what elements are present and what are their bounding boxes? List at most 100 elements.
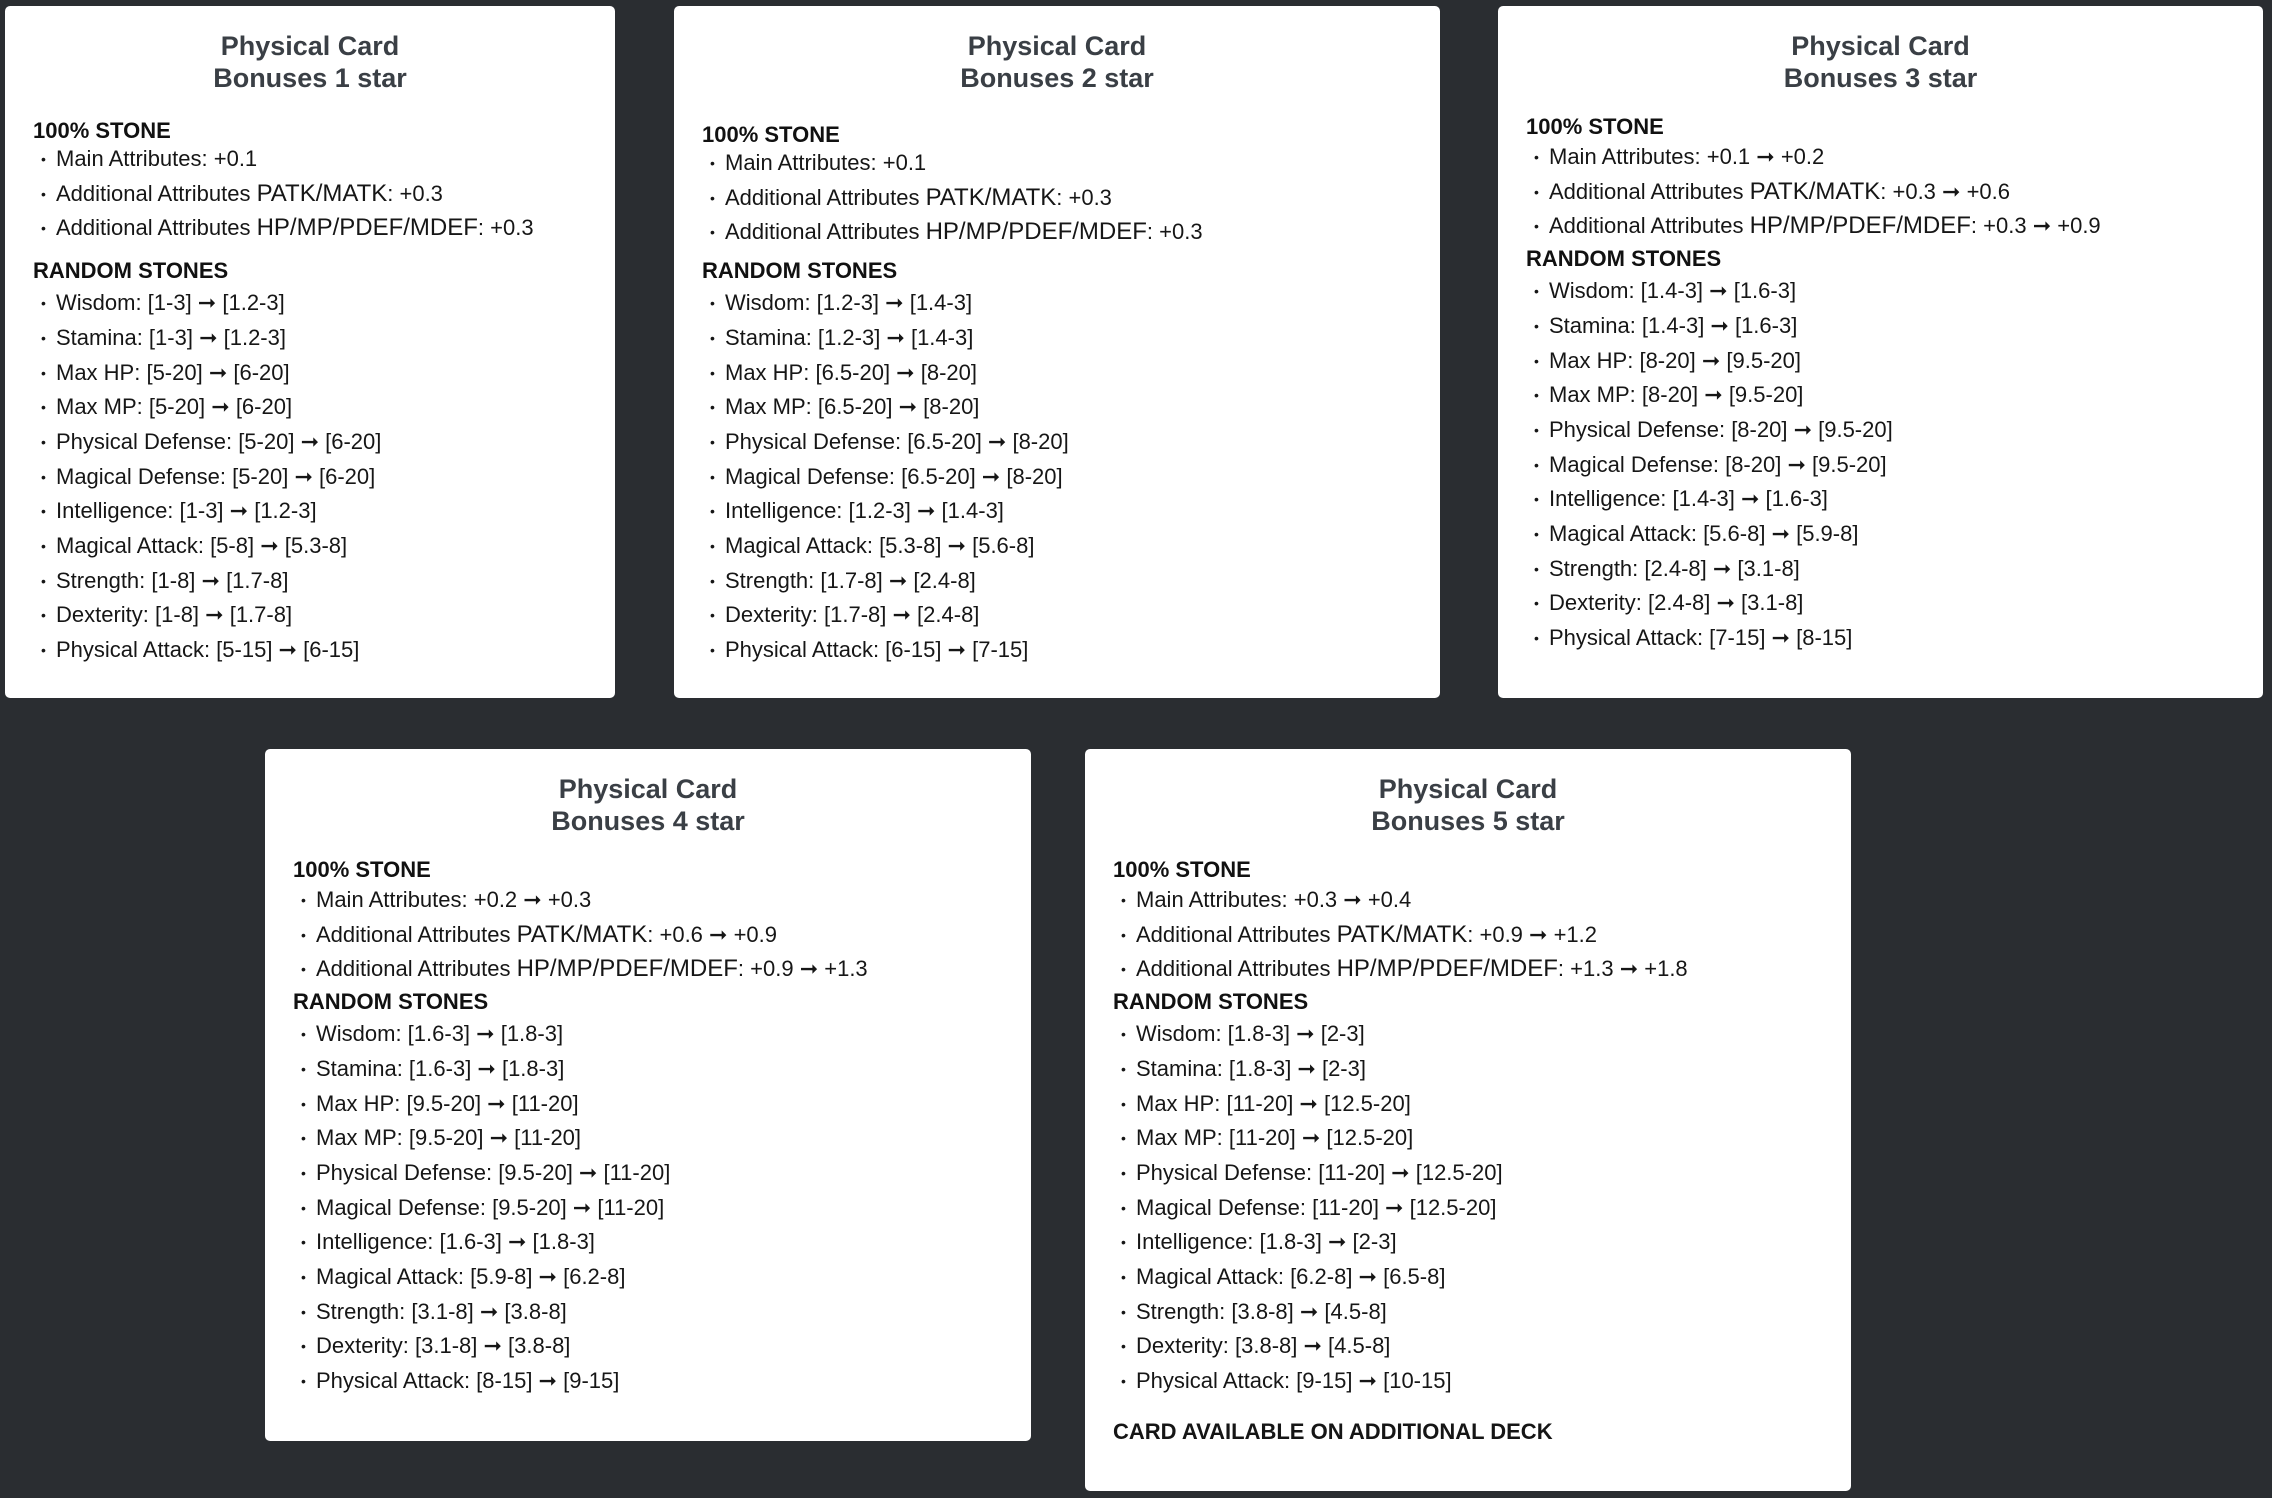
card-1-star: Physical Card Bonuses 1 star 100% STONE … [5, 6, 615, 698]
random-stone-item: Physical Defense: [11-20] ➞ [12.5-20] [1113, 1156, 1851, 1191]
footer-note: CARD AVAILABLE ON ADDITIONAL DECK [1113, 1418, 1553, 1444]
random-stone-item: Strength: [2.4-8] ➞ [3.1-8] [1526, 552, 2263, 587]
stone-item-value: : +0.3 ➞ +0.6 [1880, 178, 2011, 204]
random-stone-item: Max HP: [5-20] ➞ [6-20] [33, 356, 615, 391]
stone-item: Main Attributes: +0.3 ➞ +0.4 [1113, 883, 1851, 918]
random-stone-item: Intelligence: [1.8-3] ➞ [2-3] [1113, 1225, 1851, 1260]
card-title-line1: Physical Card [967, 31, 1147, 61]
stone-item-value: : +0.9 ➞ +1.3 [737, 956, 868, 982]
stone-item: Additional Attributes PATK/MATK: +0.3 ➞ … [1526, 175, 2263, 210]
random-heading: RANDOM STONES [293, 989, 489, 1015]
random-stone-item: Dexterity: [1.7-8] ➞ [2.4-8] [702, 598, 1440, 633]
card-3-star: Physical Card Bonuses 3 star 100% STONE … [1498, 6, 2263, 698]
card-title: Physical Card Bonuses 1 star [5, 6, 615, 94]
random-stone-item: Dexterity: [3.8-8] ➞ [4.5-8] [1113, 1329, 1851, 1364]
random-stone-item: Max MP: [8-20] ➞ [9.5-20] [1526, 378, 2263, 413]
random-stone-item: Physical Attack: [9-15] ➞ [10-15] [1113, 1364, 1851, 1399]
random-stone-item: Wisdom: [1.2-3] ➞ [1.4-3] [702, 286, 1440, 321]
random-stone-item: Max MP: [6.5-20] ➞ [8-20] [702, 390, 1440, 425]
card-title: Physical Card Bonuses 5 star [1085, 749, 1851, 837]
random-stone-item: Stamina: [1.8-3] ➞ [2-3] [1113, 1052, 1851, 1087]
stone-item-attributes: HP/MP/PDEF/MDEF [1336, 955, 1558, 983]
card-title: Physical Card Bonuses 3 star [1498, 6, 2263, 94]
stone-item-value: : +0.9 ➞ +1.2 [1467, 921, 1598, 947]
random-stone-item: Magical Defense: [6.5-20] ➞ [8-20] [702, 460, 1440, 495]
random-stone-item: Max MP: [5-20] ➞ [6-20] [33, 390, 615, 425]
card-title-line2: Bonuses 2 star [960, 63, 1154, 93]
random-stone-item: Magical Defense: [8-20] ➞ [9.5-20] [1526, 448, 2263, 483]
stone-item-attributes: HP/MP/PDEF/MDEF [516, 955, 738, 983]
random-list: Wisdom: [1.4-3] ➞ [1.6-3]Stamina: [1.4-3… [1526, 274, 2263, 656]
random-stone-item: Max HP: [9.5-20] ➞ [11-20] [293, 1087, 1031, 1122]
random-list: Wisdom: [1.8-3] ➞ [2-3]Stamina: [1.8-3] … [1113, 1017, 1851, 1399]
random-stone-item: Physical Defense: [9.5-20] ➞ [11-20] [293, 1156, 1031, 1191]
stone-list: Main Attributes: +0.2 ➞ +0.3Additional A… [293, 883, 1031, 987]
stone-item: Additional Attributes PATK/MATK: +0.3 [33, 177, 615, 212]
card-title: Physical Card Bonuses 4 star [265, 749, 1031, 837]
random-stone-item: Strength: [3.1-8] ➞ [3.8-8] [293, 1295, 1031, 1330]
stone-item-attributes: HP/MP/PDEF/MDEF [1749, 212, 1971, 240]
random-stone-item: Stamina: [1.6-3] ➞ [1.8-3] [293, 1052, 1031, 1087]
stone-item-attributes: PATK/MATK [925, 183, 1057, 211]
stone-heading: 100% STONE [293, 857, 431, 882]
random-stone-item: Max MP: [11-20] ➞ [12.5-20] [1113, 1121, 1851, 1156]
card-4-star: Physical Card Bonuses 4 star 100% STONE … [265, 749, 1031, 1441]
stone-item-prefix: Additional Attributes [1549, 213, 1750, 239]
random-stone-item: Magical Attack: [5-8] ➞ [5.3-8] [33, 529, 615, 564]
stone-item-prefix: Additional Attributes [56, 180, 257, 206]
random-stone-item: Max HP: [11-20] ➞ [12.5-20] [1113, 1087, 1851, 1122]
random-stone-item: Dexterity: [1-8] ➞ [1.7-8] [33, 598, 615, 633]
random-stone-item: Magical Attack: [6.2-8] ➞ [6.5-8] [1113, 1260, 1851, 1295]
stone-item-prefix: Additional Attributes [1549, 178, 1750, 204]
card-title-line1: Physical Card [558, 774, 738, 804]
random-stone-item: Intelligence: [1.2-3] ➞ [1.4-3] [702, 494, 1440, 529]
stone-item: Main Attributes: +0.1 ➞ +0.2 [1526, 140, 2263, 175]
random-stone-item: Strength: [3.8-8] ➞ [4.5-8] [1113, 1295, 1851, 1330]
random-stone-item: Dexterity: [2.4-8] ➞ [3.1-8] [1526, 586, 2263, 621]
stone-item-attributes: PATK/MATK [1336, 920, 1468, 948]
stone-item-value: : +0.3 [1056, 184, 1112, 210]
stone-item: Main Attributes: +0.1 [702, 146, 1440, 181]
random-stone-item: Physical Attack: [5-15] ➞ [6-15] [33, 633, 615, 668]
stone-item-value: : +0.3 [477, 215, 534, 241]
stone-item-value: : +1.3 ➞ +1.8 [1557, 956, 1688, 982]
random-heading: RANDOM STONES [1113, 989, 1309, 1015]
stone-list: Main Attributes: +0.1 ➞ +0.2Additional A… [1526, 140, 2263, 244]
random-heading: RANDOM STONES [702, 258, 898, 284]
random-stone-item: Magical Defense: [9.5-20] ➞ [11-20] [293, 1191, 1031, 1226]
stone-item-prefix: Additional Attributes [56, 215, 257, 241]
random-stone-item: Magical Attack: [5.9-8] ➞ [6.2-8] [293, 1260, 1031, 1295]
card-title-line2: Bonuses 1 star [213, 63, 407, 93]
random-stone-item: Max HP: [6.5-20] ➞ [8-20] [702, 356, 1440, 391]
random-stone-item: Intelligence: [1-3] ➞ [1.2-3] [33, 494, 615, 529]
stone-item-prefix: Additional Attributes [725, 219, 926, 245]
stone-list: Main Attributes: +0.1Additional Attribut… [33, 142, 615, 246]
random-stone-item: Wisdom: [1-3] ➞ [1.2-3] [33, 286, 615, 321]
stone-item: Additional Attributes PATK/MATK: +0.6 ➞ … [293, 918, 1031, 953]
stone-item-attributes: PATK/MATK [1749, 177, 1881, 205]
stone-heading: 100% STONE [1113, 857, 1251, 882]
stone-item-prefix: Additional Attributes [1136, 956, 1337, 982]
random-heading: RANDOM STONES [33, 258, 229, 284]
stone-heading: 100% STONE [702, 122, 840, 147]
stone-item: Additional Attributes PATK/MATK: +0.3 [702, 181, 1440, 216]
stone-item: Additional Attributes HP/MP/PDEF/MDEF: +… [1113, 952, 1851, 987]
random-stone-item: Magical Defense: [11-20] ➞ [12.5-20] [1113, 1191, 1851, 1226]
stone-item-attributes: HP/MP/PDEF/MDEF [256, 214, 478, 242]
random-stone-item: Strength: [1.7-8] ➞ [2.4-8] [702, 564, 1440, 599]
card-title-line2: Bonuses 3 star [1783, 63, 1978, 93]
random-stone-item: Wisdom: [1.4-3] ➞ [1.6-3] [1526, 274, 2263, 309]
random-stone-item: Max MP: [9.5-20] ➞ [11-20] [293, 1121, 1031, 1156]
stone-item: Additional Attributes HP/MP/PDEF/MDEF: +… [33, 211, 615, 246]
random-stone-item: Physical Defense: [8-20] ➞ [9.5-20] [1526, 413, 2263, 448]
card-2-star: Physical Card Bonuses 2 star 100% STONE … [674, 6, 1440, 698]
stone-item-attributes: HP/MP/PDEF/MDEF [925, 218, 1147, 246]
random-stone-item: Wisdom: [1.6-3] ➞ [1.8-3] [293, 1017, 1031, 1052]
random-stone-item: Physical Attack: [8-15] ➞ [9-15] [293, 1364, 1031, 1399]
stone-item: Additional Attributes HP/MP/PDEF/MDEF: +… [1526, 209, 2263, 244]
stone-item-value: : +0.3 [1146, 219, 1203, 245]
random-stone-item: Wisdom: [1.8-3] ➞ [2-3] [1113, 1017, 1851, 1052]
random-stone-item: Stamina: [1.2-3] ➞ [1.4-3] [702, 321, 1440, 356]
stone-item: Additional Attributes HP/MP/PDEF/MDEF: +… [702, 215, 1440, 250]
card-title-line1: Physical Card [220, 31, 400, 61]
